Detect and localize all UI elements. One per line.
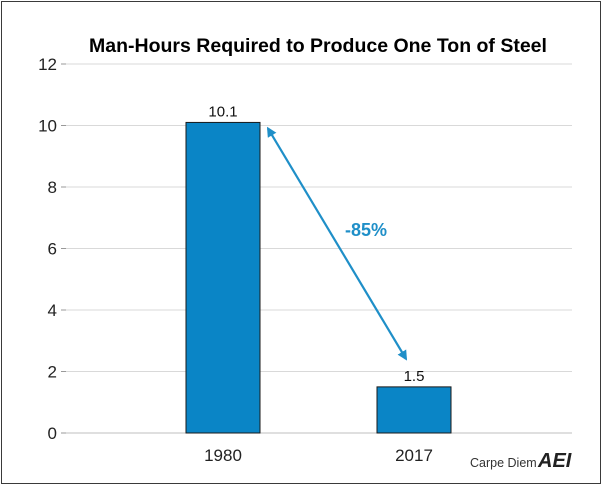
y-tick-label: 8 [48,178,57,197]
y-axis-ticks: 0 2 4 6 8 10 12 [38,55,57,443]
data-label: 1.5 [404,368,425,385]
bar-1980 [185,121,261,434]
bar-2017 [376,386,452,434]
change-annotation: -85% [266,126,408,361]
y-tick-label: 4 [48,301,57,320]
x-tick-label: 2017 [395,446,433,465]
x-tick-label: 1980 [204,446,242,465]
change-percent-label: -85% [345,220,387,240]
y-tick-label: 6 [48,240,57,259]
y-tick-label: 0 [48,424,57,443]
x-axis-ticks: 1980 2017 [204,446,433,465]
y-tick-label: 10 [38,117,57,136]
source-label: Carpe Diem [470,456,537,470]
y-tick-label: 12 [38,55,57,74]
bars [185,121,452,434]
double-arrow-icon [266,126,408,361]
y-tick-label: 2 [48,363,57,382]
aei-logo: AEI [537,450,572,472]
chart-title: Man-Hours Required to Produce One Ton of… [89,35,547,57]
grid-lines [61,63,572,434]
data-label: 10.1 [208,103,237,120]
data-labels: 10.1 1.5 [208,103,424,384]
